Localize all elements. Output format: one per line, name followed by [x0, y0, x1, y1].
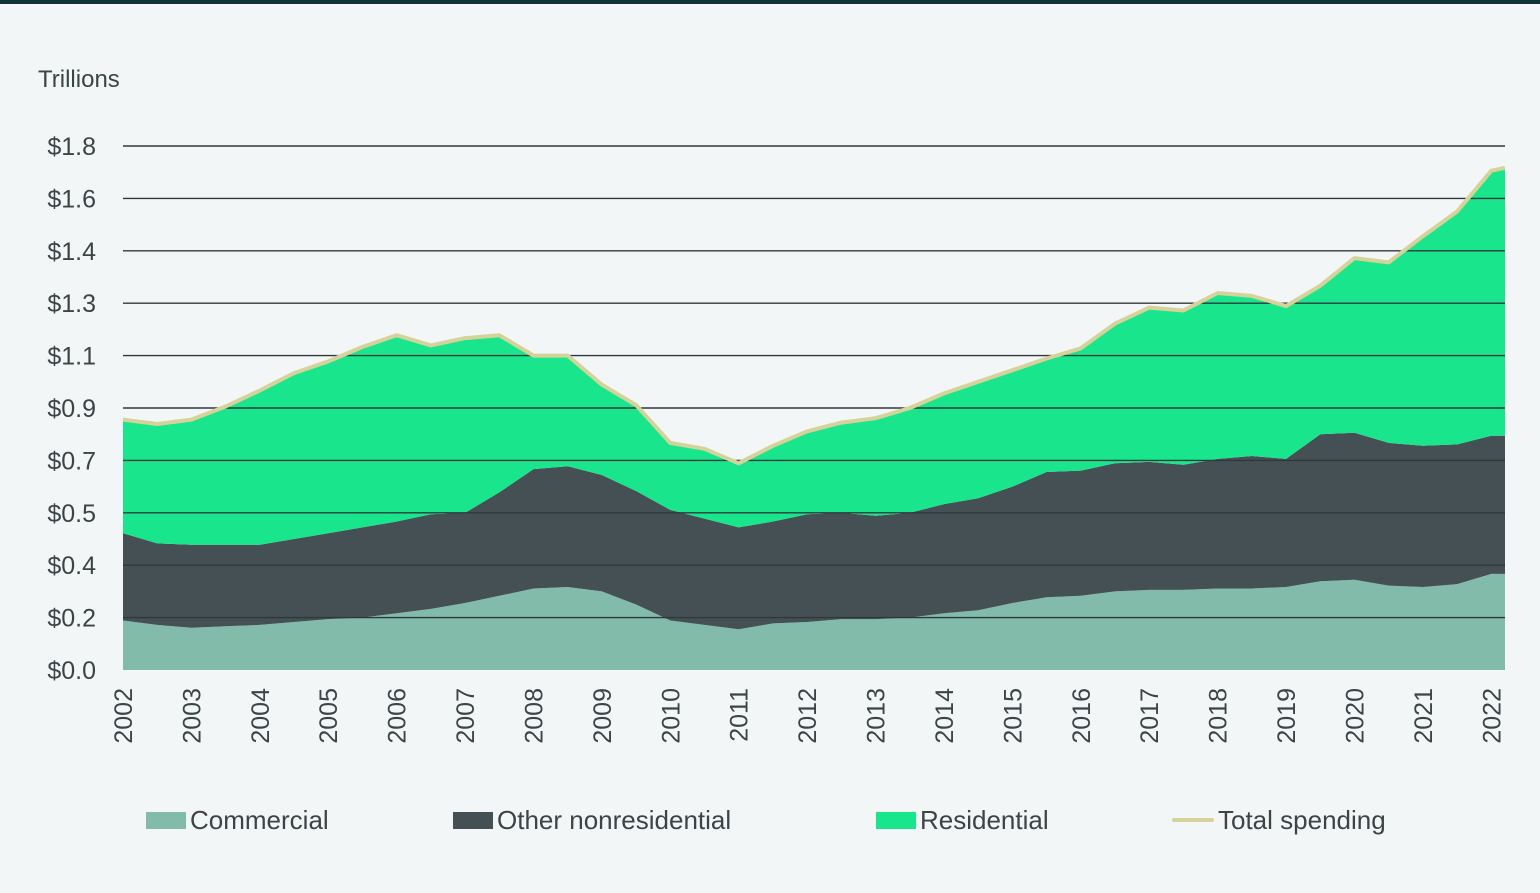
x-tick-label: 2008 [521, 688, 549, 744]
legend-swatch-total-spending [1172, 818, 1214, 822]
legend-label-residential: Residential [920, 804, 1049, 835]
x-tick-label: 2016 [1068, 688, 1096, 744]
x-tick-label: 2018 [1205, 688, 1233, 744]
x-tick-label: 2003 [178, 688, 206, 744]
top-rule [0, 0, 1540, 4]
y-tick-label: $1.3 [47, 290, 96, 318]
y-tick-label: $0.9 [47, 395, 96, 423]
x-tick-label: 2010 [657, 688, 685, 744]
legend-swatch-residential [876, 811, 916, 829]
legend-label-total-spending: Total spending [1218, 804, 1386, 835]
x-tick-label: 2015 [999, 688, 1027, 744]
y-tick-label: $0.5 [47, 500, 96, 528]
legend: Commercial Other nonresidential Resident… [0, 800, 1540, 844]
x-tick-label: 2009 [589, 688, 617, 744]
x-tick-label: 2006 [384, 688, 412, 744]
y-tick-label: $1.8 [47, 133, 96, 161]
y-tick-labels: $0.0 $0.2 $0.4 $0.5 $0.7 $0.9 $1.1 $1.3 $1.4 $1.6… [47, 133, 96, 685]
area-layers [123, 167, 1505, 670]
x-tick-label: 2019 [1273, 688, 1301, 744]
area-commercial [123, 573, 1505, 670]
legend-item-commercial: Commercial [146, 800, 329, 840]
legend-swatch-other-nonresidential [453, 811, 493, 829]
legend-label-other-nonresidential: Other nonresidential [497, 804, 732, 835]
line-total-spending [122, 165, 1506, 466]
total-line-layer [122, 165, 1506, 466]
legend-swatch-commercial [146, 811, 186, 829]
x-tick-label: 2007 [452, 688, 480, 744]
y-tick-label: $1.1 [47, 343, 96, 371]
x-tick-labels: 2002 2003 2004 2005 2006 2007 2008 2009 2010 2011… [110, 688, 1506, 744]
x-tick-label: 2021 [1410, 688, 1438, 744]
y-tick-label: $0.2 [47, 605, 96, 633]
area-other-nonresidential [123, 432, 1505, 630]
gridlines [123, 145, 1505, 619]
x-tick-label: 2017 [1136, 688, 1164, 744]
legend-label-commercial: Commercial [190, 804, 329, 835]
x-tick-label: 2011 [726, 688, 754, 742]
x-tick-label: 2014 [931, 688, 959, 744]
y-tick-label: $0.7 [47, 447, 96, 475]
legend-item-other-nonresidential: Other nonresidential [453, 800, 731, 840]
x-tick-label: 2013 [863, 688, 891, 744]
x-tick-label: 2004 [247, 688, 275, 744]
legend-item-total-spending: Total spending [1172, 800, 1386, 840]
x-tick-label: 2022 [1478, 688, 1506, 744]
x-tick-label: 2005 [315, 688, 343, 744]
legend-item-residential: Residential [876, 800, 1049, 840]
y-axis-title: Trillions [38, 66, 120, 93]
y-tick-label: $1.6 [47, 185, 96, 213]
x-tick-label: 2012 [794, 688, 822, 744]
y-tick-label: $1.4 [47, 238, 96, 266]
x-tick-label: 2020 [1342, 688, 1370, 744]
y-tick-label: $0.0 [47, 657, 96, 685]
area-residential [123, 167, 1505, 545]
x-tick-label: 2002 [110, 688, 138, 744]
y-tick-label: $0.4 [47, 552, 96, 580]
